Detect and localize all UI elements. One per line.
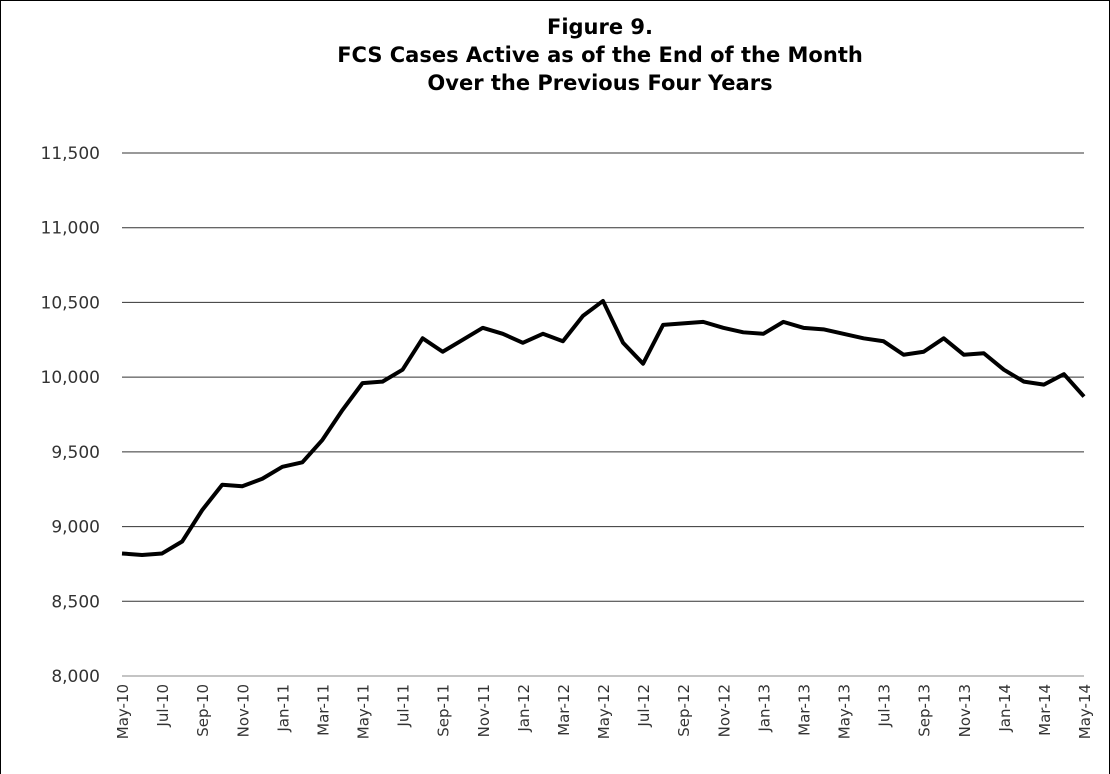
x-tick-label: Jul-13 — [876, 684, 894, 728]
y-tick-label: 8,500 — [51, 592, 100, 612]
x-tick-label: Jan-13 — [755, 684, 773, 733]
x-tick-label: Mar-13 — [795, 684, 813, 736]
y-tick-label: 9,500 — [51, 443, 100, 463]
y-tick-label: 11,500 — [41, 144, 100, 164]
line — [121, 298, 1086, 557]
x-tick-label: Mar-11 — [314, 684, 332, 736]
x-tick-label: May-11 — [355, 684, 373, 739]
x-tick-label: Nov-10 — [234, 684, 252, 737]
x-tick-label: Jan-11 — [274, 684, 292, 733]
y-tick-label: 11,000 — [41, 219, 100, 239]
x-tick-label: Jul-10 — [154, 684, 172, 728]
x-tick-label: Jan-14 — [996, 684, 1014, 733]
chart-title: Figure 9. — [547, 15, 653, 39]
x-tick-label: May-13 — [836, 684, 854, 739]
x-tick-label: Jul-11 — [395, 684, 413, 728]
x-tick-label: Mar-12 — [555, 684, 573, 736]
y-tick-label: 8,000 — [51, 667, 100, 687]
x-tick-label: Jan-12 — [515, 684, 533, 733]
x-tick-label: Sep-10 — [194, 684, 212, 737]
x-tick-label: Mar-14 — [1036, 684, 1054, 736]
x-tick-label: Nov-12 — [715, 684, 733, 737]
chart-title: FCS Cases Active as of the End of the Mo… — [337, 43, 863, 67]
y-tick-label: 10,500 — [41, 293, 100, 313]
y-tick-label: 10,000 — [41, 368, 100, 388]
x-tick-label: May-14 — [1076, 684, 1094, 739]
x-tick-label: Jul-12 — [635, 684, 653, 728]
x-tick-label: Nov-13 — [956, 684, 974, 737]
x-tick-label: May-10 — [114, 684, 132, 739]
x-tick-label: Nov-11 — [475, 684, 493, 737]
x-tick-label: Sep-11 — [435, 684, 453, 737]
chart-title: Over the Previous Four Years — [427, 71, 772, 95]
x-tick-label: Sep-12 — [675, 684, 693, 737]
x-tick-label: May-12 — [595, 684, 613, 739]
y-tick-label: 9,000 — [51, 518, 100, 538]
x-tick-label: Sep-13 — [916, 684, 934, 737]
